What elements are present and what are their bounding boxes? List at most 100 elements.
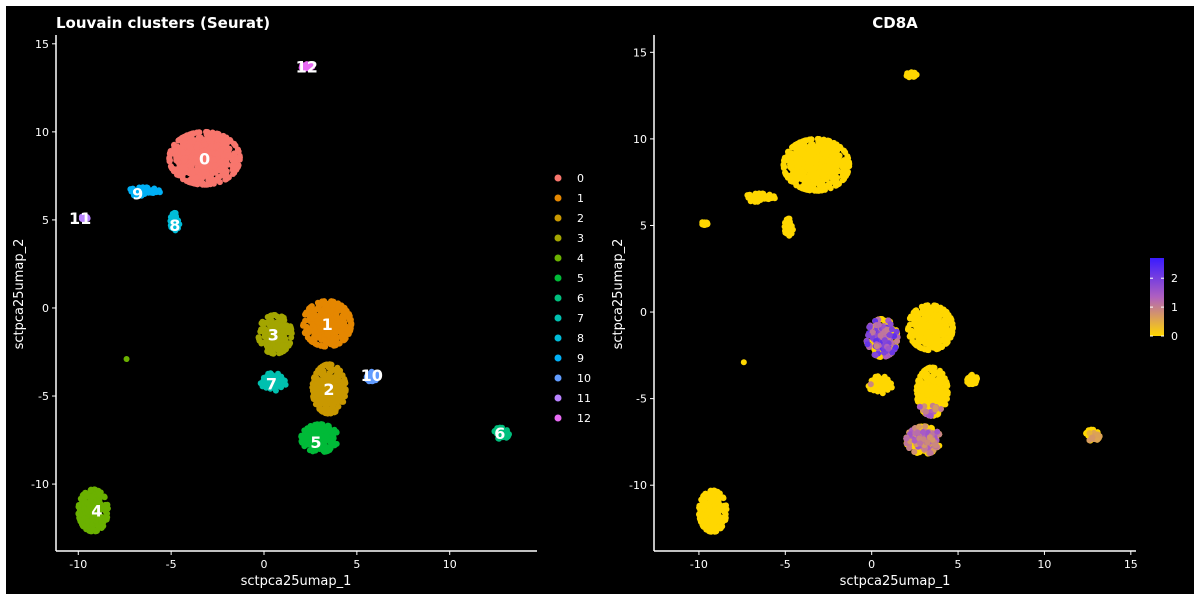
cluster-2-point [313,399,320,406]
cluster-x-tick-label: 0 [261,558,268,571]
cluster-1-point [314,305,321,312]
cd8a-y-tick-label: -10 [629,479,647,492]
cluster-5-point [323,432,330,439]
cluster-1-point [348,320,355,327]
cd8a-point [925,376,932,383]
cd8a-point [810,167,817,174]
cluster-2-point [328,361,335,368]
cd8a-expressing-point [932,404,939,411]
cluster-2-centroid-label: 2 [323,380,334,399]
cluster-3-point [275,333,282,340]
cd8a-point [817,142,824,149]
cluster-1-point [321,337,328,344]
cluster-0-point [208,143,215,150]
cluster-5-point [298,433,305,440]
cluster-4-point [82,489,89,496]
cluster-7-point [270,375,277,382]
legend-key-9 [554,354,562,362]
cluster-1-point [303,327,310,334]
cd8a-y-tick-label: 5 [640,219,647,232]
cluster-y-tick-label: -10 [31,478,49,491]
cluster-9-point [156,189,163,196]
legend-label-7: 7 [577,312,584,325]
cd8a-point [942,401,949,408]
cluster-2-point [328,368,335,375]
cluster-0-point [221,173,228,180]
cluster-5-centroid-label: 5 [310,433,321,452]
cluster-4-point [84,523,90,530]
cluster-0-point [192,159,199,166]
cd8a-point [809,185,816,192]
cluster-0-point [220,163,226,170]
cluster-4-point [96,498,103,505]
cd8a-point [928,319,935,326]
cd8a-point [929,384,936,391]
cd8a-point [947,334,954,341]
cd8a-point [909,72,916,79]
cluster-2-point [323,361,330,368]
cd8a-expressing-point [866,324,873,331]
cd8a-expressing-point [927,449,934,456]
cluster-0-point [225,152,232,159]
cluster-1-point [322,325,329,332]
cluster-3-point [256,337,263,344]
cluster-1-point [317,326,324,333]
cluster-10-centroid-label: 10 [361,366,383,385]
colorbar-tick-label: 1 [1171,301,1178,314]
cd8a-point [803,137,810,144]
cluster-1-point [314,318,321,325]
cluster-0-point [175,154,182,161]
cluster-0-point [212,162,219,169]
legend-key-11 [554,394,562,402]
cd8a-x-tick-label: -10 [690,558,708,571]
cluster-0-point [229,157,236,164]
cluster-5-point [310,427,317,434]
cluster-2-point [327,398,334,405]
cd8a-point [798,185,805,192]
cd8a-point [786,215,793,222]
cd8a-point [916,316,923,323]
cluster-3-centroid-label: 3 [268,325,279,344]
cluster-0-point [215,131,222,138]
cd8a-expressing-point [886,332,893,338]
cd8a-point [832,179,838,186]
cd8a-point [885,379,891,386]
cd8a-point [938,386,944,393]
legend-label-3: 3 [577,232,584,245]
cluster-1-point [311,327,318,333]
cd8a-point [932,390,939,397]
cluster-4-point [96,491,103,498]
cluster-11-point [80,214,87,221]
cd8a-expressing-point [892,344,899,351]
cd8a-point [918,322,925,329]
cd8a-point [752,198,758,205]
cluster-2-point [318,407,325,414]
cd8a-point [907,315,914,322]
cluster-12-point [309,63,316,70]
cluster-5-point [307,438,314,445]
cd8a-point [824,149,831,156]
cluster-3-point [264,345,271,352]
cd8a-point [783,172,790,179]
cluster-6-point [499,424,506,431]
cluster-12-centroid-label: 12 [296,58,318,77]
cluster-3-point [281,317,288,324]
cluster-3-point [261,331,268,337]
cluster-1-point [341,319,348,326]
cd8a-point [938,307,945,314]
cluster-0-point [193,144,200,151]
cd8a-x-tick-label: -5 [780,558,791,571]
cluster-3-point [287,323,294,330]
cluster-4-point [96,511,103,518]
cd8a-point [972,380,979,387]
cd8a-point [846,161,853,168]
cluster-0-point [176,169,183,175]
cluster-0-point [207,181,214,188]
cluster-0-point [201,154,208,161]
cd8a-expressing-point [916,423,923,430]
cd8a-point [820,136,827,143]
cd8a-point [823,169,830,175]
cd8a-point [715,492,722,499]
cd8a-expressing-point [889,349,896,356]
